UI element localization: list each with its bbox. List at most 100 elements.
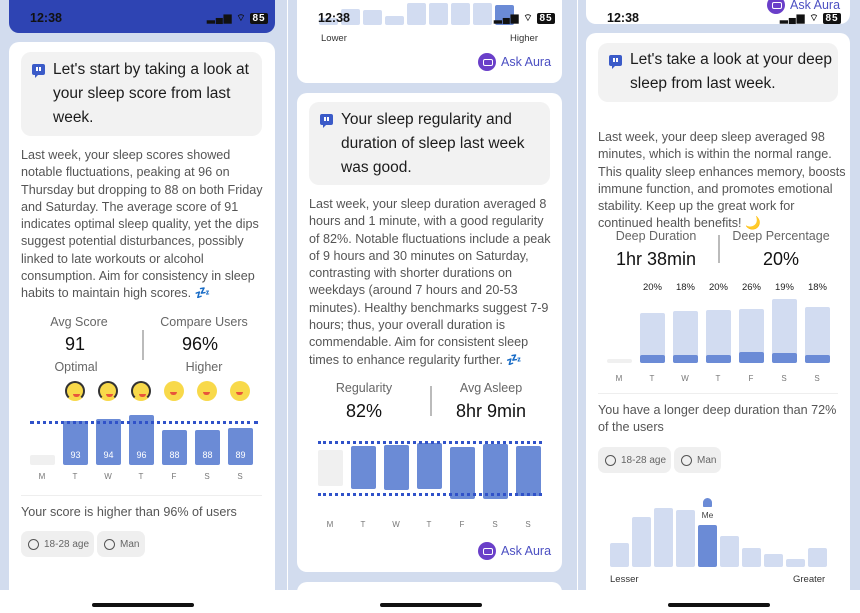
upper-regularity-line	[318, 441, 542, 444]
paragraph-line: suggest potential disturbances, possibly	[21, 234, 244, 249]
sleep-range-bar	[516, 446, 541, 497]
home-indicator[interactable]	[380, 603, 482, 607]
compare-users-sub: Higher	[185, 360, 223, 374]
next-card	[297, 582, 562, 612]
smile-emoji-icon	[197, 381, 217, 401]
score-label: 89	[235, 450, 246, 460]
distribution-bar	[632, 516, 651, 567]
smile-emoji-icon	[230, 381, 250, 401]
clock-icon	[104, 538, 115, 550]
age-chip[interactable]: 18-28 age	[21, 531, 94, 557]
day-label: S	[814, 374, 820, 383]
paragraph-line: indicates optimal sleep quality, yet the…	[21, 217, 259, 232]
headphones-happy-emoji-icon	[131, 381, 151, 401]
score-label: 88	[202, 450, 213, 460]
divider	[598, 393, 838, 394]
percent-label: 19%	[774, 282, 794, 293]
paragraph-line: Last week, your sleep duration averaged …	[309, 197, 547, 211]
sleep-range-bar	[483, 443, 508, 500]
stat-divider	[718, 235, 720, 263]
paragraph-line: stability. Keep up the great work for	[598, 199, 795, 214]
ask-aura-button[interactable]: Ask Aura	[767, 0, 840, 14]
paragraph-line: This quality sleep enhances memory, boos…	[598, 164, 846, 179]
regularity-value: 82%	[345, 401, 383, 421]
age-chip[interactable]: 18-28 age	[598, 447, 671, 473]
score-label: 94	[103, 450, 114, 460]
status-icons: ▂▄▆ ⌔ 85	[494, 13, 555, 24]
ask-aura-button[interactable]: Ask Aura	[478, 53, 551, 71]
average-line	[30, 421, 258, 424]
ask-aura-button[interactable]: Ask Aura	[478, 542, 551, 560]
score-bar	[162, 430, 187, 465]
total-sleep-bar	[805, 306, 830, 363]
bubble-text: Your sleep regularity and duration of sle…	[341, 111, 525, 176]
day-label: T	[360, 520, 366, 529]
paragraph-line: hours; thus, your overall duration is	[309, 318, 506, 333]
compare-users-value: 96%	[181, 334, 219, 354]
stat-divider	[142, 330, 144, 360]
distribution-bar	[742, 547, 761, 567]
day-label: T	[426, 520, 432, 529]
avg-score-sub: Optimal	[54, 360, 98, 374]
deep-sleep-bar	[706, 354, 731, 363]
total-sleep-bar	[673, 310, 698, 363]
status-time: 12:38	[30, 11, 62, 25]
score-label: 93	[70, 450, 81, 460]
status-time: 12:38	[318, 11, 350, 25]
day-label: F	[459, 520, 465, 529]
paragraph-line: Last week, your deep sleep averaged 98	[598, 130, 825, 144]
score-label: 96	[136, 450, 147, 460]
percent-label: 20%	[708, 282, 728, 293]
day-label: S	[525, 520, 531, 529]
smile-emoji-icon	[164, 381, 184, 401]
status-icons: ▂▄▆ ⌔ 85	[207, 13, 268, 24]
compare-summary: You have a longer deep duration than 72%…	[598, 403, 837, 435]
deep-percentage-label: Deep Percentage	[732, 229, 830, 243]
score-bar	[228, 428, 253, 465]
summary-paragraph: Last week, your sleep duration averaged …	[309, 196, 551, 369]
higher-label: Higher	[510, 33, 538, 44]
regularity-card: Your sleep regularity and duration of sle…	[297, 93, 562, 572]
gender-chip[interactable]: Man	[97, 531, 145, 557]
bar-empty	[30, 455, 55, 465]
home-indicator[interactable]	[668, 603, 770, 607]
person-icon	[703, 497, 712, 507]
paragraph-line: and Saturday. The average score of 91	[21, 199, 239, 214]
home-indicator[interactable]	[92, 603, 194, 607]
distribution-bar	[654, 508, 673, 567]
aura-icon	[767, 0, 785, 14]
gender-chip[interactable]: Man	[674, 447, 721, 473]
distribution-bar	[676, 510, 695, 567]
total-sleep-bar	[640, 313, 665, 363]
regularity-label: Regularity	[335, 381, 393, 395]
status-icons: ▂▄▆ ⌔ 85	[780, 13, 841, 24]
sleep-range-bar	[450, 447, 475, 500]
day-label: S	[492, 520, 498, 529]
distribution-bar	[319, 18, 338, 25]
paragraph-line: of 82%. Notable fluctuations include a p…	[309, 231, 551, 246]
sleep-range-bar	[384, 444, 409, 491]
summary-paragraph: Last week, your sleep scores showed notab…	[21, 147, 263, 303]
distribution-bar	[808, 547, 827, 567]
deep-percentage-value: 20%	[762, 249, 800, 269]
compare-summary: Your score is higher than 96% of users	[21, 505, 237, 519]
distribution-bar	[720, 535, 739, 567]
paragraph-line: consumption. Aim for consistency in slee…	[21, 269, 255, 284]
day-label: T	[715, 374, 721, 383]
distribution-bar	[385, 16, 404, 25]
distribution-card: Lower Higher Ask Aura	[297, 0, 562, 83]
heart-icon	[28, 538, 39, 550]
avg-asleep-label: Avg Asleep	[459, 381, 523, 395]
paragraph-line: linked to late workouts or alcohol	[21, 251, 204, 266]
header-card	[9, 0, 275, 33]
sleep-range-bar	[417, 443, 442, 489]
distribution-bar	[363, 9, 382, 25]
percent-label: 18%	[675, 282, 695, 293]
score-bar	[63, 420, 88, 465]
lower-regularity-line	[318, 493, 542, 496]
top-card: Ask Aura	[586, 0, 850, 24]
score-label: 88	[169, 450, 180, 460]
day-label: T	[138, 472, 144, 481]
deep-sleep-bar	[640, 355, 665, 363]
sleep-range-bar	[351, 446, 376, 489]
